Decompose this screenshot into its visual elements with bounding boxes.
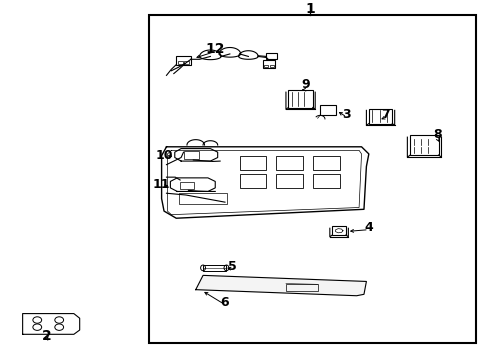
Bar [285,284,317,292]
Bar [312,174,339,188]
Text: 6: 6 [220,296,229,309]
Text: 12: 12 [205,42,224,55]
Text: 2: 2 [42,329,52,343]
Bar [176,56,190,65]
Polygon shape [195,275,366,296]
Bar [312,157,339,170]
Text: 3: 3 [342,108,350,121]
Bar [269,65,273,67]
Bar [183,152,199,159]
Text: 11: 11 [153,178,170,191]
Bar [239,174,266,188]
Bar [276,174,303,188]
Bar [263,60,275,68]
Bar [276,157,303,170]
Bar [203,265,226,271]
Bar [239,157,266,170]
Bar [178,193,227,204]
Bar [264,65,268,67]
Bar [320,105,335,114]
Bar [177,61,182,64]
Text: 7: 7 [381,108,389,121]
Bar [266,53,277,59]
Text: 4: 4 [364,221,372,234]
Bar [409,135,438,155]
Text: 10: 10 [155,149,172,162]
Text: 9: 9 [301,78,309,91]
Bar [288,90,312,108]
Bar [183,61,188,64]
Bar [179,182,194,189]
Text: 8: 8 [432,128,441,141]
Text: 5: 5 [227,260,236,273]
Text: 1: 1 [305,2,315,16]
Bar [331,226,345,235]
Bar [149,15,475,343]
Bar [368,109,391,123]
